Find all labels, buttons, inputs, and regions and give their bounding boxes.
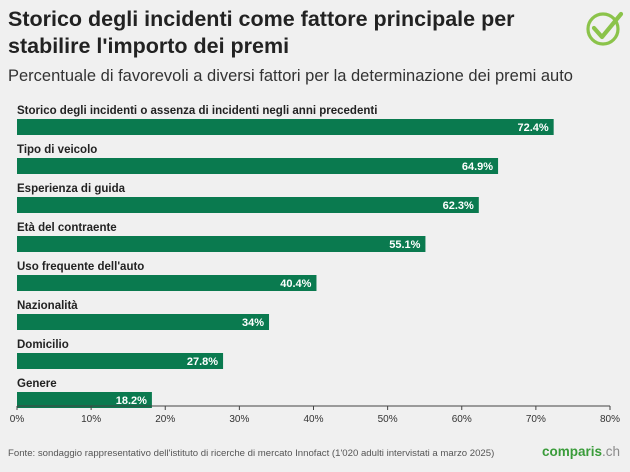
- x-tick-label: 0%: [10, 414, 25, 425]
- x-tick-label: 50%: [378, 414, 398, 425]
- x-tick-label: 40%: [303, 414, 323, 425]
- category-label: Nazionalità: [17, 300, 78, 312]
- checkmark-circle-icon: [586, 11, 624, 46]
- value-label: 64.9%: [462, 161, 493, 173]
- x-tick-label: 60%: [452, 414, 472, 425]
- brand-name: comparis: [541, 444, 602, 459]
- value-label: 72.4%: [517, 122, 548, 134]
- bar: [17, 236, 426, 252]
- bar: [17, 197, 479, 213]
- bar: [17, 353, 224, 369]
- category-label: Storico degli incidenti o assenza di inc…: [17, 105, 377, 117]
- brand-logo: comparis.ch: [542, 444, 620, 459]
- category-label: Età del contraente: [17, 222, 117, 234]
- x-tick-label: 20%: [155, 414, 175, 425]
- brand-suffix: .ch: [601, 444, 620, 459]
- category-label: Tipo di veicolo: [17, 144, 97, 156]
- bar: [17, 275, 317, 291]
- x-tick-label: 80%: [600, 414, 620, 425]
- chart-title: Storico degli incidenti come fattore pri…: [8, 7, 515, 58]
- category-label: Esperienza di guida: [17, 183, 126, 195]
- value-label: 34%: [242, 317, 264, 329]
- category-label: Uso frequente dell'auto: [17, 261, 144, 273]
- bar: [17, 392, 152, 408]
- x-tick-label: 30%: [229, 414, 249, 425]
- x-tick-label: 10%: [81, 414, 101, 425]
- category-label: Domicilio: [17, 339, 69, 351]
- value-label: 40.4%: [280, 278, 311, 290]
- source-note: Fonte: sondaggio rappresentativo dell'is…: [8, 448, 495, 459]
- chart-subtitle: Percentuale di favorevoli a diversi fatt…: [8, 67, 573, 85]
- bar: [17, 314, 270, 330]
- bar: [17, 158, 499, 174]
- category-label: Genere: [17, 378, 57, 390]
- x-tick-label: 70%: [526, 414, 546, 425]
- bar: [17, 119, 554, 135]
- value-label: 62.3%: [443, 200, 474, 212]
- value-label: 18.2%: [116, 395, 147, 407]
- value-label: 55.1%: [389, 239, 420, 251]
- value-label: 27.8%: [187, 356, 218, 368]
